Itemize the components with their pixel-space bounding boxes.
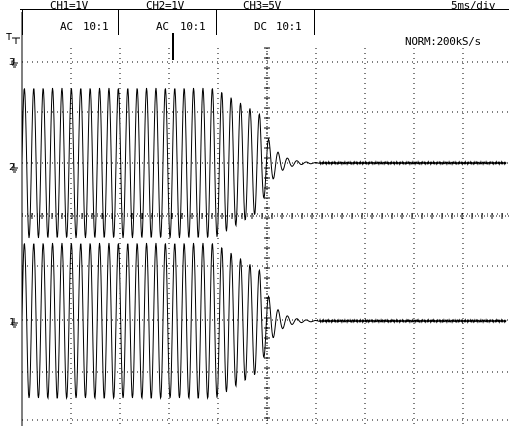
trigger-level-marker: T xyxy=(6,32,13,43)
header-divider xyxy=(22,9,23,35)
ch2-coupling: AC xyxy=(156,20,169,33)
ch1-scale: CH1=1V xyxy=(50,0,88,12)
ch2-ground-marker: 2 xyxy=(9,162,16,173)
header-divider xyxy=(118,9,119,35)
ch3-scale: CH3=5V xyxy=(243,0,281,12)
ch2-cursor-marker xyxy=(172,33,174,60)
ch3-ground-marker: 3 xyxy=(9,57,16,68)
ch3-probe: 10:1 xyxy=(276,20,302,33)
status-header: CH1=1V CH2=1V CH3=5V 5ms/div AC 10:1 AC … xyxy=(0,0,509,60)
ch1-probe: 10:1 xyxy=(83,20,109,33)
header-divider xyxy=(216,9,217,35)
ch1-trace xyxy=(21,242,507,400)
trigger-arrow-icon xyxy=(12,37,20,44)
ground-symbol-icon xyxy=(11,163,18,173)
ch3-coupling: DC xyxy=(254,20,267,33)
graticule xyxy=(11,12,509,426)
ch1-coupling: AC xyxy=(60,20,73,33)
waveform-traces xyxy=(21,87,507,400)
ch1-ground-marker: 1 xyxy=(9,317,16,328)
ch2-trace xyxy=(21,87,507,239)
acquisition-mode: NORM:200kS/s xyxy=(405,35,481,48)
ch2-probe: 10:1 xyxy=(180,20,206,33)
ch2-scale: CH2=1V xyxy=(146,0,184,12)
ground-symbol-icon xyxy=(11,318,18,328)
timebase-readout: 5ms/div xyxy=(451,0,496,12)
header-divider xyxy=(314,9,315,35)
header-rule xyxy=(20,9,509,10)
ground-symbol-icon xyxy=(11,58,18,68)
